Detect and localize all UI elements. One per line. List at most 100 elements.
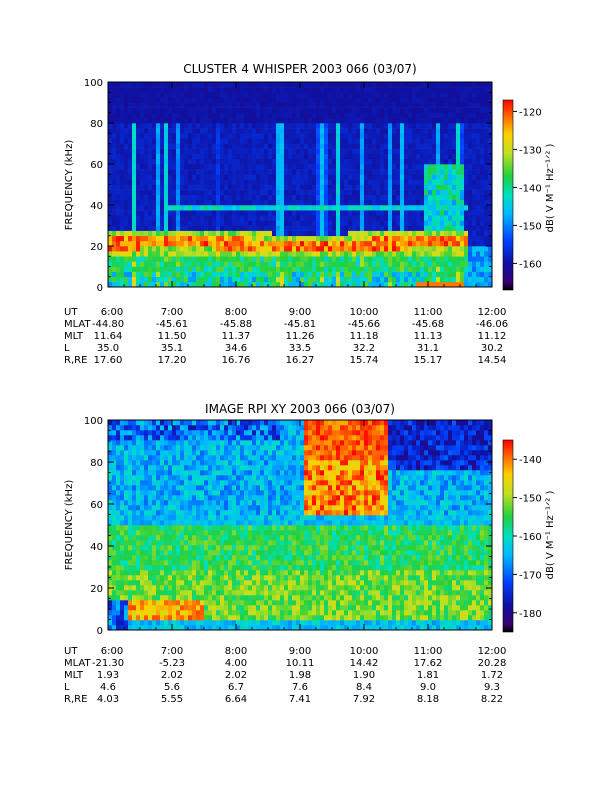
- spectrogram-cell: [288, 117, 293, 124]
- spectrogram-cell: [244, 117, 249, 124]
- spectrogram-cell: [244, 256, 249, 262]
- spectrogram-cell: [196, 535, 201, 541]
- spectrogram-cell: [124, 535, 129, 541]
- spectrogram-cell: [268, 87, 273, 93]
- spectrogram-cell: [344, 276, 349, 283]
- spectrogram-cell: [228, 92, 233, 98]
- spectrogram-cell: [268, 251, 273, 257]
- spectrogram-cell: [180, 530, 185, 536]
- spectrogram-cell: [188, 169, 193, 175]
- spectrogram-cell: [172, 435, 177, 441]
- spectrogram-cell: [160, 199, 165, 206]
- spectrogram-cell: [188, 570, 193, 576]
- spectrogram-cell: [172, 425, 177, 431]
- spectrogram-cell: [408, 169, 413, 175]
- spectrogram-cell: [148, 625, 153, 631]
- spectrogram-cell: [460, 256, 465, 262]
- spectrogram-cell: [432, 199, 437, 206]
- spectrogram-cell: [148, 87, 153, 93]
- spectrogram-cell: [180, 535, 185, 541]
- spectrogram-cell: [480, 276, 485, 283]
- spectrogram-cell: [340, 169, 345, 175]
- spectrogram-cell: [124, 199, 129, 206]
- spectrogram-cell: [188, 470, 193, 476]
- spectrogram-cell: [156, 495, 161, 501]
- spectrogram-cell: [368, 158, 373, 165]
- spectrogram-cell: [288, 164, 293, 170]
- spectrogram-cell: [164, 276, 169, 283]
- spectrogram-cell: [428, 194, 433, 201]
- spectrogram-cell: [304, 164, 309, 170]
- spectrogram-cell: [128, 169, 133, 175]
- spectrogram-cell: [120, 164, 125, 170]
- spectrogram-cell: [452, 174, 457, 180]
- spectrogram-cell: [124, 153, 129, 160]
- spectrogram-cell: [436, 143, 441, 149]
- spectrogram-cell: [312, 271, 317, 278]
- spectrogram-cell: [220, 205, 225, 211]
- spectrogram-cell: [356, 169, 361, 175]
- spectrogram-cell: [356, 107, 361, 114]
- spectrogram-cell: [388, 199, 393, 206]
- spectrogram-cell: [336, 261, 341, 267]
- spectrogram-cell: [128, 460, 133, 466]
- spectrogram-cell: [400, 128, 405, 134]
- spectrogram-cell: [288, 215, 293, 221]
- spectrogram-cell: [484, 174, 489, 180]
- spectrogram-cell: [372, 199, 377, 206]
- spectrogram-cell: [144, 112, 149, 119]
- spectrogram-cell: [284, 199, 289, 206]
- spectrogram-cell: [240, 174, 245, 180]
- spectrogram-cell: [324, 246, 329, 252]
- spectrogram-cell: [264, 87, 269, 93]
- spectrogram-cell: [428, 102, 433, 108]
- spectrogram-cell: [312, 220, 317, 226]
- spectrogram-cell: [292, 87, 297, 93]
- spectrogram-cell: [348, 179, 353, 185]
- spectrogram-cell: [276, 184, 281, 190]
- spectrogram-cell: [120, 615, 125, 621]
- spectrogram-cell: [444, 133, 449, 139]
- spectrogram-cell: [156, 215, 161, 221]
- spectrogram-cell: [276, 246, 281, 252]
- spectrogram-cell: [152, 148, 157, 155]
- spectrogram-cell: [428, 210, 433, 216]
- spectrogram-cell: [344, 271, 349, 278]
- spectrogram-cell: [204, 620, 209, 626]
- spectrogram-cell: [164, 205, 169, 211]
- spectrogram-cell: [180, 230, 185, 237]
- spectrogram-cell: [248, 266, 253, 272]
- spectrogram-cell: [152, 610, 157, 616]
- spectrogram-cell: [148, 215, 153, 221]
- spectrogram-cell: [168, 500, 173, 506]
- spectrogram-cell: [112, 143, 117, 149]
- spectrogram-cell: [260, 117, 265, 124]
- spectrogram-cell: [460, 210, 465, 216]
- spectrogram-cell: [156, 605, 161, 611]
- spectrogram-cell: [160, 565, 165, 571]
- spectrogram-cell: [368, 123, 373, 129]
- spectrogram-cell: [412, 230, 417, 237]
- spectrogram-cell: [136, 164, 141, 170]
- spectrogram-cell: [476, 220, 481, 226]
- spectrogram-cell: [184, 189, 189, 196]
- spectrogram-cell: [200, 440, 205, 446]
- spectrogram-cell: [224, 189, 229, 196]
- spectrogram-cell: [120, 256, 125, 262]
- spectrogram-cell: [428, 107, 433, 114]
- spectrogram-cell: [264, 256, 269, 262]
- spectrogram-cell: [276, 148, 281, 155]
- spectrogram-cell: [284, 220, 289, 226]
- spectrogram-cell: [280, 199, 285, 206]
- spectrogram-cell: [384, 153, 389, 160]
- spectrogram-cell: [384, 158, 389, 165]
- spectrogram-cell: [232, 281, 237, 288]
- spectrogram-cell: [420, 194, 425, 201]
- spectrogram-cell: [184, 595, 189, 601]
- spectrogram-cell: [304, 276, 309, 283]
- spectrogram-cell: [380, 174, 385, 180]
- spectrogram-cell: [172, 225, 177, 231]
- spectrogram-cell: [320, 189, 325, 196]
- spectrogram-cell: [152, 97, 157, 103]
- spectrogram-cell: [156, 194, 161, 201]
